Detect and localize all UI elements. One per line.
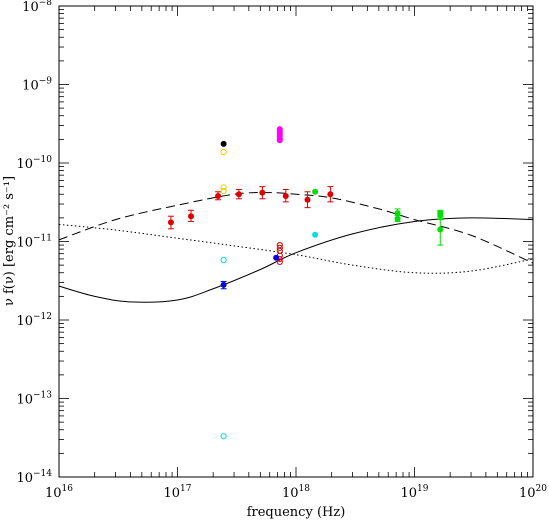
data-point [220, 140, 227, 147]
data-point [282, 192, 289, 199]
data-point [188, 213, 195, 220]
data-point [394, 210, 401, 217]
y-tick-label: 10−14 [16, 469, 52, 486]
x-tick-label: 1016 [45, 484, 73, 501]
data-point [327, 191, 334, 198]
y-tick-label: 10−12 [16, 312, 52, 329]
data-point [220, 281, 227, 288]
y-axis-label: ν f(ν) [erg cm⁻² s⁻¹] [2, 176, 17, 306]
data-point-open [220, 148, 227, 156]
model-curve-solid [58, 217, 534, 303]
y-tick-label: 10−10 [16, 155, 52, 172]
data-point [235, 191, 242, 198]
data-point-open [220, 187, 227, 195]
data-point-open [220, 184, 227, 191]
data-point [167, 219, 174, 226]
data-point-open [276, 241, 283, 249]
axis-ticks [58, 5, 534, 478]
data-point [276, 137, 283, 144]
data-point [437, 212, 444, 219]
data-point-open [220, 433, 227, 440]
data-point-open [220, 256, 227, 264]
data-point [304, 196, 311, 203]
data-point [312, 231, 319, 238]
x-tick-label: 1017 [164, 484, 192, 501]
x-tick-label: 1020 [519, 484, 547, 501]
x-tick-label: 1018 [282, 484, 310, 501]
data-points [167, 126, 444, 440]
data-point-open [276, 244, 283, 251]
y-tick-label: 10−8 [22, 0, 52, 15]
data-point-open [276, 258, 283, 265]
data-point [259, 189, 266, 196]
y-tick-label: 10−11 [16, 234, 52, 251]
model-curves [58, 192, 534, 303]
plot-frame [58, 5, 534, 478]
data-point [273, 254, 280, 261]
data-point [437, 226, 444, 233]
data-point [394, 215, 401, 222]
data-point [312, 188, 319, 195]
x-tick-label: 1019 [401, 484, 429, 501]
tick-labels: 1016 1017 1018 1019 1020 10−14 10−13 10−12 10−11… [16, 0, 547, 501]
model-curve-dashed [58, 192, 534, 264]
x-axis-label: frequency (Hz) [247, 505, 346, 520]
y-tick-label: 10−9 [22, 77, 52, 94]
y-tick-label: 10−13 [16, 391, 52, 408]
data-point [215, 192, 222, 199]
